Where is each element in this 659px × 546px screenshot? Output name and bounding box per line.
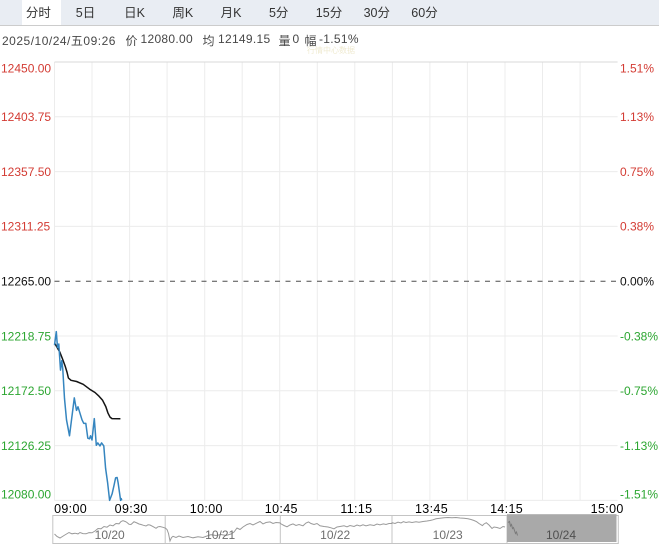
svg-text:12218.75: 12218.75 xyxy=(1,329,51,343)
svg-text:12172.50: 12172.50 xyxy=(1,384,51,398)
svg-text:0.75%: 0.75% xyxy=(620,165,654,179)
svg-text:1.13%: 1.13% xyxy=(620,110,654,124)
svg-text:12450.00: 12450.00 xyxy=(1,62,51,76)
svg-text:10:00: 10:00 xyxy=(190,502,223,516)
svg-text:-1.13%: -1.13% xyxy=(620,439,658,453)
svg-text:1.51%: 1.51% xyxy=(620,62,654,76)
svg-text:10/23: 10/23 xyxy=(433,528,463,542)
svg-text:0.38%: 0.38% xyxy=(620,220,654,234)
svg-text:-0.38%: -0.38% xyxy=(620,329,658,343)
svg-text:10:45: 10:45 xyxy=(265,502,298,516)
svg-text:10/22: 10/22 xyxy=(320,528,350,542)
svg-text:12357.50: 12357.50 xyxy=(1,165,51,179)
svg-text:10/21: 10/21 xyxy=(205,528,235,542)
svg-text:13:45: 13:45 xyxy=(415,502,448,516)
svg-text:12265.00: 12265.00 xyxy=(1,275,51,289)
svg-text:10/20: 10/20 xyxy=(95,528,125,542)
svg-text:0.00%: 0.00% xyxy=(620,275,654,289)
svg-text:12311.25: 12311.25 xyxy=(1,220,50,234)
svg-text:15:00: 15:00 xyxy=(591,502,624,516)
svg-text:12403.75: 12403.75 xyxy=(1,110,51,124)
svg-text:09:00: 09:00 xyxy=(54,502,87,516)
svg-text:12080.00: 12080.00 xyxy=(1,488,51,502)
svg-text:-0.75%: -0.75% xyxy=(620,384,658,398)
svg-text:11:15: 11:15 xyxy=(340,502,372,516)
svg-text:14:15: 14:15 xyxy=(490,502,523,516)
svg-text:12126.25: 12126.25 xyxy=(1,439,51,453)
svg-text:-1.51%: -1.51% xyxy=(620,488,658,502)
svg-text:09:30: 09:30 xyxy=(115,502,148,516)
svg-text:10/24: 10/24 xyxy=(546,528,576,542)
